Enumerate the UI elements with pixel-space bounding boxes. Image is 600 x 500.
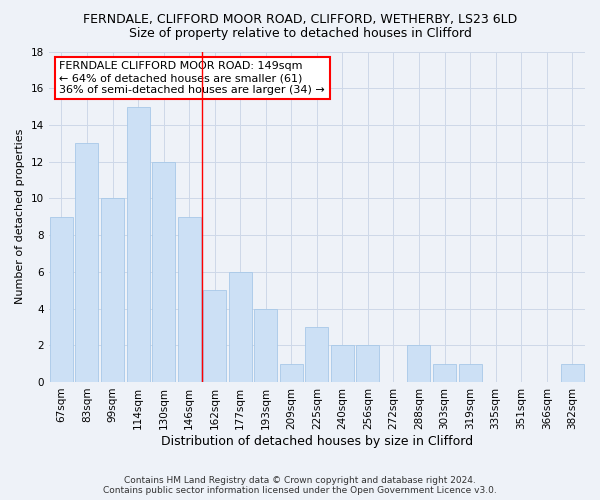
X-axis label: Distribution of detached houses by size in Clifford: Distribution of detached houses by size …	[161, 434, 473, 448]
Bar	[356, 345, 379, 382]
Bar	[407, 345, 430, 382]
Text: FERNDALE CLIFFORD MOOR ROAD: 149sqm
← 64% of detached houses are smaller (61)
36: FERNDALE CLIFFORD MOOR ROAD: 149sqm ← 64…	[59, 62, 325, 94]
Bar	[101, 198, 124, 382]
Bar	[152, 162, 175, 382]
Bar	[50, 216, 73, 382]
Bar	[178, 216, 200, 382]
Bar	[76, 144, 98, 382]
Text: FERNDALE, CLIFFORD MOOR ROAD, CLIFFORD, WETHERBY, LS23 6LD: FERNDALE, CLIFFORD MOOR ROAD, CLIFFORD, …	[83, 12, 517, 26]
Bar	[280, 364, 303, 382]
Text: Size of property relative to detached houses in Clifford: Size of property relative to detached ho…	[128, 28, 472, 40]
Bar	[229, 272, 252, 382]
Bar	[305, 327, 328, 382]
Bar	[203, 290, 226, 382]
Bar	[331, 345, 354, 382]
Bar	[433, 364, 456, 382]
Text: Contains HM Land Registry data © Crown copyright and database right 2024.
Contai: Contains HM Land Registry data © Crown c…	[103, 476, 497, 495]
Bar	[458, 364, 482, 382]
Bar	[127, 106, 149, 382]
Y-axis label: Number of detached properties: Number of detached properties	[15, 129, 25, 304]
Bar	[561, 364, 584, 382]
Bar	[254, 308, 277, 382]
